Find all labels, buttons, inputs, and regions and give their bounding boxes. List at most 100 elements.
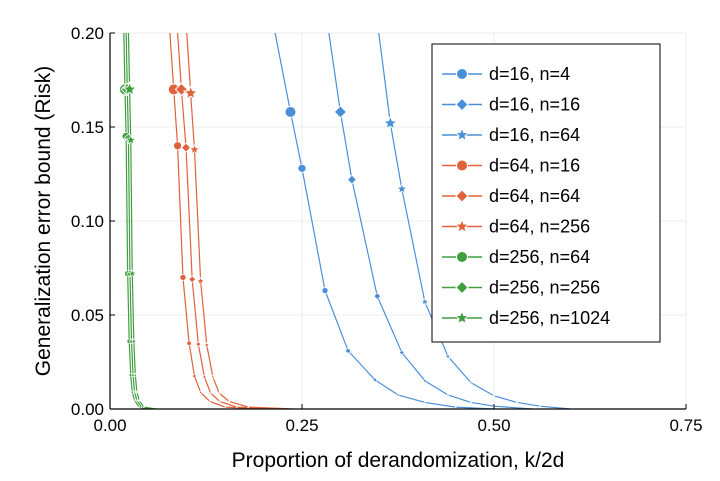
- series-line: [123, 33, 149, 409]
- data-point: [538, 404, 542, 408]
- data-point: [515, 400, 519, 404]
- data-point: [373, 292, 381, 300]
- legend-marker: [455, 97, 469, 112]
- legend-item: d=16, n=16: [442, 95, 580, 115]
- data-point: [396, 183, 408, 194]
- legend-marker: [455, 280, 469, 295]
- y-tick-label: 0.00: [71, 400, 104, 419]
- legend-item: d=256, n=1024: [442, 308, 610, 328]
- data-point: [210, 374, 216, 380]
- x-tick-label: 0.00: [93, 416, 126, 435]
- series-d-64-n-256: [182, 33, 295, 409]
- legend-marker: [456, 68, 468, 80]
- data-point: [186, 340, 192, 346]
- legend-marker: [454, 126, 470, 142]
- data-point: [454, 406, 457, 408]
- x-axis-title: Proportion of derandomization, k/2d: [232, 449, 565, 472]
- data-point: [182, 85, 199, 100]
- data-point: [133, 399, 136, 402]
- data-point: [188, 275, 196, 284]
- legend-label: d=64, n=16: [489, 156, 580, 176]
- data-point: [199, 391, 203, 394]
- x-tick-label: 0.50: [477, 416, 510, 435]
- data-point: [373, 377, 377, 382]
- data-point: [284, 105, 297, 118]
- data-point: [137, 398, 141, 402]
- x-tick-label: 0.25: [285, 416, 318, 435]
- data-point: [347, 174, 357, 185]
- series-d-16-n-4: [274, 33, 495, 409]
- data-point: [345, 348, 351, 354]
- data-point: [203, 341, 211, 348]
- data-point: [227, 399, 231, 403]
- axes: 0.00 0.25 0.50 0.75 0.00 0.05 0.10 0.15 0.20: [71, 24, 703, 435]
- data-point: [135, 399, 139, 402]
- data-point: [138, 406, 140, 408]
- legend-marker: [454, 218, 470, 234]
- legend-item: d=256, n=256: [442, 278, 600, 298]
- series-line: [127, 33, 157, 409]
- legend-item: d=16, n=64: [442, 125, 580, 145]
- legend-marker: [456, 159, 468, 172]
- data-point: [468, 379, 474, 385]
- data-point: [224, 406, 226, 408]
- data-point: [130, 337, 138, 345]
- legend-item: d=16, n=4: [442, 64, 570, 84]
- legend-label: d=64, n=64: [489, 186, 580, 206]
- legend-marker: [456, 251, 468, 263]
- legend-item: d=64, n=64: [442, 186, 580, 206]
- data-point: [297, 164, 307, 173]
- data-point: [132, 372, 138, 378]
- data-point: [196, 276, 205, 285]
- data-point: [235, 406, 238, 409]
- series-line: [328, 33, 533, 409]
- legend: d=16, n=4 d=16, n=16 d=16, n=64 d=64, n=16 d…: [431, 43, 661, 343]
- legend-label: d=256, n=256: [489, 278, 600, 298]
- y-tick-label: 0.05: [71, 306, 104, 325]
- legend-label: d=64, n=256: [489, 217, 590, 237]
- data-point: [202, 374, 207, 380]
- legend-label: d=256, n=1024: [489, 308, 610, 328]
- data-point: [192, 374, 197, 379]
- legend-label: d=256, n=64: [489, 247, 590, 267]
- legend-label: d=16, n=16: [489, 95, 580, 115]
- data-point: [246, 405, 250, 409]
- data-point: [321, 287, 329, 294]
- data-point: [420, 297, 430, 306]
- legend-box: [431, 43, 661, 343]
- legend-marker: [455, 189, 469, 203]
- data-point: [134, 389, 139, 394]
- legend-item: d=256, n=64: [442, 247, 590, 267]
- y-tick-label: 0.20: [71, 24, 104, 43]
- series-line: [378, 33, 571, 409]
- series-d-64-n-16: [167, 33, 264, 409]
- series-d-256-n-1024: [121, 33, 157, 409]
- x-tick-label: 0.75: [669, 416, 702, 435]
- data-point: [140, 406, 143, 409]
- y-axis-title: Generalization error bound (Risk): [32, 66, 55, 376]
- series-line: [125, 33, 153, 409]
- data-point: [208, 400, 211, 403]
- series-line: [274, 33, 495, 409]
- data-point: [469, 401, 473, 404]
- data-point: [491, 393, 497, 398]
- legend-item: d=64, n=16: [442, 156, 580, 176]
- data-point: [333, 105, 348, 119]
- legend-item: d=64, n=256: [442, 217, 590, 237]
- series-line: [186, 33, 295, 409]
- legend-marker: [454, 309, 470, 325]
- legend-label: d=16, n=64: [489, 125, 580, 145]
- data-point: [422, 378, 428, 383]
- series-d-64-n-64: [174, 33, 279, 409]
- data-point: [173, 141, 182, 151]
- y-tick-label: 0.15: [71, 118, 104, 137]
- data-point: [142, 405, 146, 409]
- data-point: [444, 352, 452, 360]
- legend-label: d=16, n=4: [489, 64, 570, 84]
- data-point: [181, 142, 191, 153]
- data-point: [396, 393, 400, 397]
- series-group: [118, 33, 571, 409]
- series-d-16-n-16: [328, 33, 533, 409]
